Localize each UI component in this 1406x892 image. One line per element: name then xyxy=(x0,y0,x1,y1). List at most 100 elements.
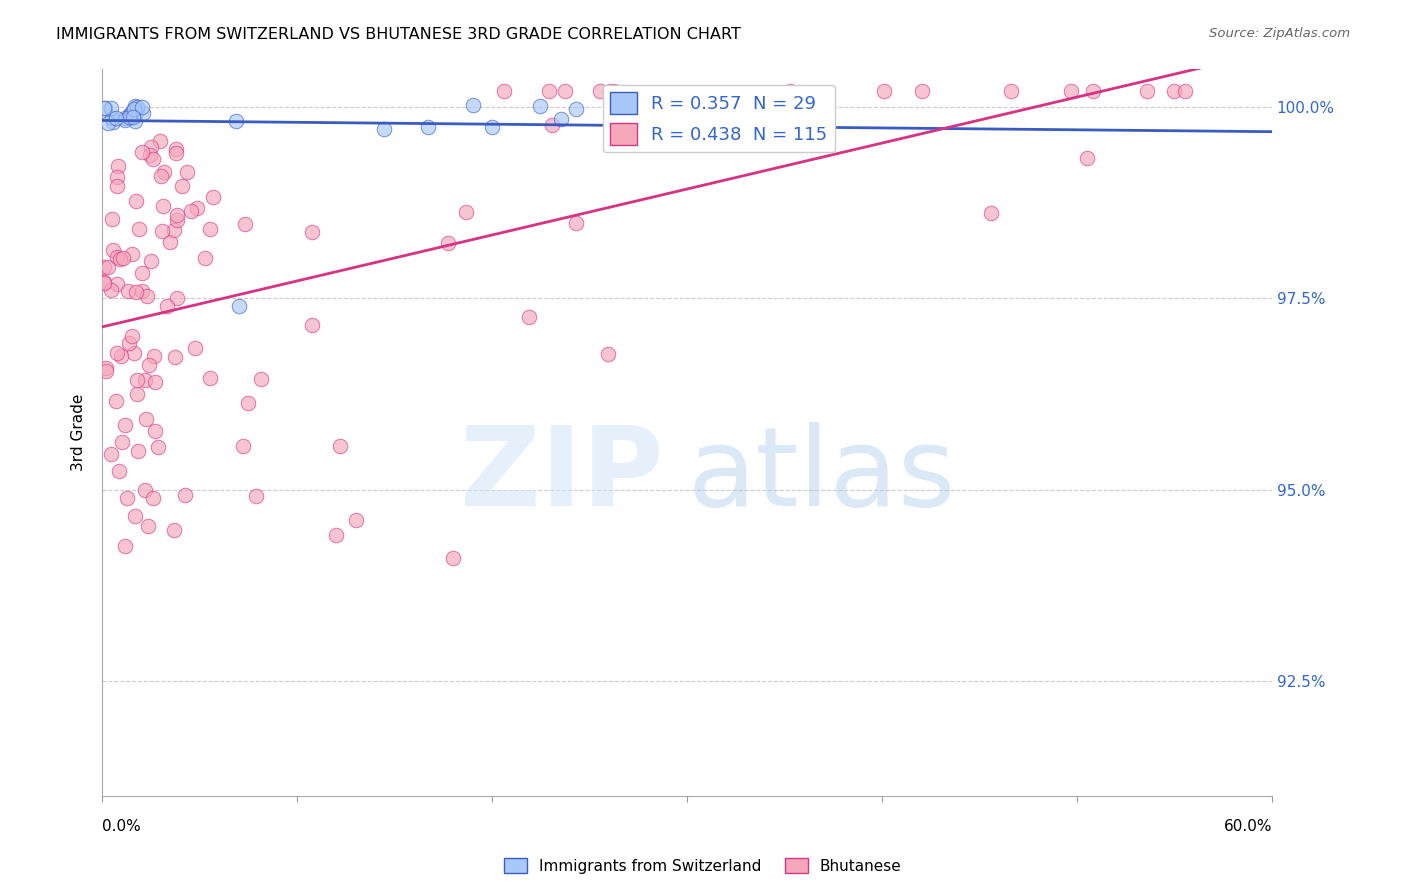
Point xyxy=(463,98,485,112)
Point xyxy=(94,361,117,376)
Point xyxy=(122,111,145,125)
Text: IMMIGRANTS FROM SWITZERLAND VS BHUTANESE 3RD GRADE CORRELATION CHART: IMMIGRANTS FROM SWITZERLAND VS BHUTANESE… xyxy=(56,27,741,42)
Point xyxy=(156,299,179,313)
Point xyxy=(100,283,122,297)
Point xyxy=(301,318,323,332)
Point xyxy=(139,148,162,162)
Point xyxy=(105,277,128,291)
Point xyxy=(603,85,626,99)
Point xyxy=(138,358,160,372)
Point xyxy=(125,285,148,299)
Point xyxy=(200,221,222,235)
Point xyxy=(101,111,124,125)
Point xyxy=(131,266,153,280)
Point xyxy=(124,99,146,113)
Point xyxy=(125,387,148,401)
Point xyxy=(565,103,588,117)
Point xyxy=(163,223,186,237)
Point xyxy=(139,140,162,154)
Point xyxy=(128,222,150,236)
Point xyxy=(97,260,120,274)
Point xyxy=(107,250,129,264)
Point xyxy=(911,85,934,99)
Point xyxy=(550,112,572,126)
Point xyxy=(235,217,257,231)
Point xyxy=(131,145,153,159)
Point xyxy=(148,134,170,148)
Text: atlas: atlas xyxy=(688,422,956,529)
Point xyxy=(93,101,115,115)
Point xyxy=(1083,85,1105,99)
Point xyxy=(173,488,195,502)
Point xyxy=(1163,85,1185,99)
Point xyxy=(94,101,117,115)
Point xyxy=(492,85,515,99)
Point xyxy=(111,434,134,449)
Point xyxy=(166,212,188,227)
Point xyxy=(100,447,122,461)
Point xyxy=(107,178,129,193)
Point xyxy=(1000,85,1022,99)
Point xyxy=(110,252,132,266)
Point xyxy=(176,164,198,178)
Point xyxy=(163,350,186,364)
Point xyxy=(115,491,138,506)
Point xyxy=(132,106,155,120)
Point xyxy=(111,251,134,265)
Point xyxy=(165,143,187,157)
Point xyxy=(873,85,896,99)
Point xyxy=(596,347,619,361)
Legend: R = 0.357  N = 29, R = 0.438  N = 115: R = 0.357 N = 29, R = 0.438 N = 115 xyxy=(603,85,835,153)
Point xyxy=(142,491,165,505)
Point xyxy=(236,396,259,410)
Point xyxy=(165,146,187,161)
Point xyxy=(145,424,167,438)
Point xyxy=(124,508,146,523)
Text: Source: ZipAtlas.com: Source: ZipAtlas.com xyxy=(1209,27,1350,40)
Point xyxy=(124,114,146,128)
Point xyxy=(105,345,128,359)
Point xyxy=(117,284,139,298)
Point xyxy=(554,85,576,99)
Point xyxy=(152,199,174,213)
Point xyxy=(703,111,725,125)
Point xyxy=(779,85,801,99)
Point xyxy=(1060,85,1083,99)
Point xyxy=(104,393,127,408)
Point xyxy=(589,85,612,99)
Point xyxy=(142,152,165,166)
Point xyxy=(529,99,551,113)
Point xyxy=(135,289,157,303)
Point xyxy=(108,464,131,478)
Point xyxy=(538,85,561,99)
Point xyxy=(245,489,267,503)
Point xyxy=(200,371,222,385)
Point xyxy=(441,551,464,566)
Point xyxy=(125,194,148,209)
Point xyxy=(166,291,188,305)
Point xyxy=(1174,85,1197,99)
Point xyxy=(980,206,1002,220)
Point xyxy=(93,275,115,289)
Point xyxy=(143,376,166,390)
Point xyxy=(135,412,157,426)
Point xyxy=(186,202,208,216)
Point xyxy=(136,518,159,533)
Legend: Immigrants from Switzerland, Bhutanese: Immigrants from Switzerland, Bhutanese xyxy=(498,852,908,880)
Y-axis label: 3rd Grade: 3rd Grade xyxy=(72,393,86,471)
Point xyxy=(121,104,143,119)
Point xyxy=(100,101,122,115)
Point xyxy=(120,106,142,120)
Text: 0.0%: 0.0% xyxy=(103,819,141,834)
Point xyxy=(139,254,162,268)
Point xyxy=(118,110,141,124)
Point xyxy=(101,211,124,226)
Point xyxy=(170,178,193,193)
Point xyxy=(121,247,143,261)
Point xyxy=(150,224,173,238)
Point xyxy=(163,523,186,537)
Point xyxy=(105,169,128,184)
Point xyxy=(127,373,149,387)
Point xyxy=(454,204,477,219)
Point xyxy=(232,439,254,453)
